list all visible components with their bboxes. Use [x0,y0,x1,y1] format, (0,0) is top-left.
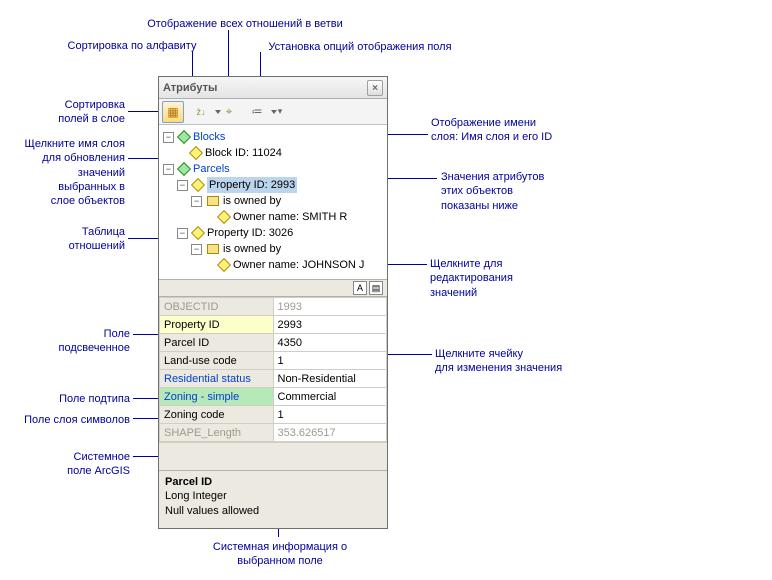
field-value-cell[interactable]: 2993 [273,316,387,334]
field-name-cell[interactable]: Zoning - simple [160,388,274,406]
callout-options: Установка опций отображения поля [260,40,460,54]
attributes-panel: Атрибуты × ▦ ẑ↓ ⌖ ≔ ▾ − Blocks [158,76,388,529]
layer-sort-button[interactable]: ▦ [162,101,184,123]
table-row[interactable]: Parcel ID4350 [160,334,387,352]
table-tools: A ▤ [159,279,387,297]
field-value-cell[interactable]: Commercial [273,388,387,406]
field-name-cell[interactable]: Land-use code [160,352,274,370]
field-value-cell[interactable]: 353.626517 [273,424,387,442]
options-dropdown[interactable]: ▾ [274,101,286,123]
alpha-sort-button[interactable]: ẑ↓ [186,101,216,123]
table-row[interactable]: Zoning code1 [160,406,387,424]
relations-button[interactable]: ≔ [242,101,272,123]
feature-icon [191,226,205,240]
table-row[interactable]: OBJECTID1993 [160,298,387,316]
close-icon[interactable]: × [367,80,383,96]
callout-subtype: Поле подтипа [38,392,130,406]
field-value-cell[interactable]: 1 [273,352,387,370]
table-row[interactable]: Residential statusNon-Residential [160,370,387,388]
expander-icon[interactable]: − [163,132,174,143]
feature-icon [217,258,231,272]
table-row[interactable]: Property ID2993 [160,316,387,334]
tree-label: is owned by [223,241,281,257]
tree-node-owner2[interactable]: Owner name: JOHNSON J [163,257,383,273]
feature-icon [217,210,231,224]
field-name-cell[interactable]: Zoning code [160,406,274,424]
field-value-cell[interactable]: 1993 [273,298,387,316]
field-name-cell[interactable]: Parcel ID [160,334,274,352]
tree-label: is owned by [223,193,281,209]
callout-click-cell: Щелкните ячейку для изменения значения [435,347,635,376]
table-row[interactable]: Zoning - simpleCommercial [160,388,387,406]
tool-list-icon[interactable]: ▤ [369,281,383,295]
expander-icon[interactable]: − [177,180,188,191]
tree-node-prop2[interactable]: − Property ID: 3026 [163,225,383,241]
field-info: Parcel ID Long Integer Null values allow… [159,470,387,528]
table-row[interactable]: Land-use code1 [160,352,387,370]
panel-titlebar[interactable]: Атрибуты × [159,77,387,99]
layer-icon [177,130,191,144]
field-name-cell[interactable]: Property ID [160,316,274,334]
tree-label[interactable]: Property ID: 2993 [207,177,297,193]
field-value-cell[interactable]: Non-Residential [273,370,387,388]
find-button[interactable]: ⌖ [218,101,240,123]
callout-sort-alpha: Сортировка по алфавиту [52,39,212,53]
field-info-name: Parcel ID [165,475,381,489]
feature-icon [191,178,205,192]
tree-node-ownedby1[interactable]: − is owned by [163,193,383,209]
callout-layer-name: Отображение имени слоя: Имя слоя и его I… [431,116,591,145]
feature-icon [189,146,203,160]
table-padding [159,442,387,470]
callout-sort-layer: Сортировка полей в слое [30,98,125,127]
tree-label[interactable]: Parcels [193,161,230,177]
field-info-type: Long Integer [165,489,381,503]
tree-label: Block ID: 11024 [205,145,282,161]
tree-label[interactable]: Blocks [193,129,225,145]
layer-icon [177,162,191,176]
field-info-nulls: Null values allowed [165,504,381,518]
tree-view: − Blocks Block ID: 11024 − Parcels − Pro… [159,125,387,279]
tree-label: Property ID: 3026 [207,225,293,241]
callout-edit-value: Щелкните для редактирования значений [430,257,590,300]
field-value-cell[interactable]: 1 [273,406,387,424]
expander-icon[interactable]: − [163,164,174,175]
table-row[interactable]: SHAPE_Length353.626517 [160,424,387,442]
field-name-cell[interactable]: OBJECTID [160,298,274,316]
tree-node-owner1[interactable]: Owner name: SMITH R [163,209,383,225]
callout-relations: Отображение всех отношений в ветви [130,17,360,31]
field-value-cell[interactable]: 4350 [273,334,387,352]
tree-node-prop1[interactable]: − Property ID: 2993 [163,177,383,193]
expander-icon[interactable]: − [191,244,202,255]
expander-icon[interactable]: − [177,228,188,239]
tree-node-ownedby2[interactable]: − is owned by [163,241,383,257]
callout-rel-table: Таблица отношений [50,225,125,254]
field-name-cell[interactable]: SHAPE_Length [160,424,274,442]
callout-hl-field: Поле подсвеченное [40,327,130,356]
attribute-table: OBJECTID1993Property ID2993Parcel ID4350… [159,297,387,442]
toolbar: ▦ ẑ↓ ⌖ ≔ ▾ [159,99,387,125]
relation-icon [207,244,219,254]
tree-label: Owner name: SMITH R [233,209,347,225]
field-name-cell[interactable]: Residential status [160,370,274,388]
tree-node-blocks[interactable]: − Blocks [163,129,383,145]
tree-node-blockid[interactable]: Block ID: 11024 [163,145,383,161]
callout-symbol: Поле слоя символов [10,413,130,427]
callout-sys-info: Системная информация о выбранном поле [200,540,360,569]
callout-click-layer: Щелкните имя слоя для обновления значени… [20,137,125,208]
tree-node-parcels[interactable]: − Parcels [163,161,383,177]
tree-label: Owner name: JOHNSON J [233,257,364,273]
panel-title: Атрибуты [163,82,217,94]
callout-sysfield: Системное поле ArcGIS [40,450,130,479]
expander-icon[interactable]: − [191,196,202,207]
callout-attr-values: Значения атрибутов этих объектов показан… [441,170,601,213]
relation-icon [207,196,219,206]
tool-a-icon[interactable]: A [353,281,367,295]
